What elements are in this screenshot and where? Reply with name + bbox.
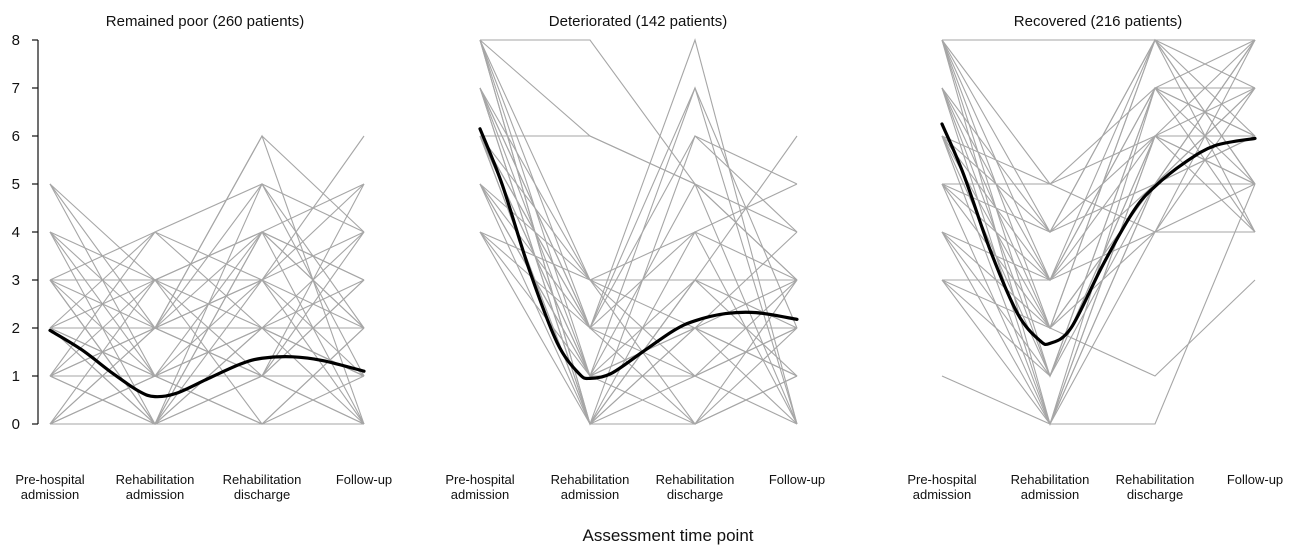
panel-2-x-tick-label-1: Pre-hospital admission bbox=[445, 472, 514, 502]
panel-3-x-tick-label-4: Follow-up bbox=[1227, 472, 1283, 487]
panel-1-patient-line-35 bbox=[49, 327, 365, 425]
x-tick-label-line: Pre-hospital bbox=[15, 472, 84, 487]
panel-3-title: Recovered (216 patients) bbox=[1014, 13, 1182, 30]
x-tick-label-line: Rehabilitation bbox=[656, 472, 735, 487]
x-axis-title: Assessment time point bbox=[582, 526, 753, 545]
x-tick-label-line: Rehabilitation bbox=[116, 472, 195, 487]
x-tick-label-line: discharge bbox=[234, 487, 290, 502]
panel-2-patient-line-19 bbox=[480, 39, 798, 281]
x-tick-label-line: admission bbox=[21, 487, 80, 502]
panel-2-title: Deteriorated (142 patients) bbox=[549, 13, 727, 30]
panel-1-patient-line-17 bbox=[49, 183, 365, 425]
panel-1-patient-line-27 bbox=[49, 375, 364, 425]
y-tick-label-5: 5 bbox=[12, 176, 20, 193]
x-tick-label-line: Rehabilitation bbox=[1011, 472, 1090, 487]
panel-1-x-tick-label-2: Rehabilitation admission bbox=[116, 472, 195, 502]
panel-2-mean-line bbox=[478, 127, 799, 381]
panel-3-patient-line-29 bbox=[941, 39, 1256, 378]
x-tick-label-line: Pre-hospital bbox=[445, 472, 514, 487]
panel-2-patient-line-6 bbox=[479, 87, 798, 425]
x-tick-label-line: discharge bbox=[667, 487, 723, 502]
x-tick-label-line: Rehabilitation bbox=[223, 472, 302, 487]
panel-2-patient-line-17 bbox=[479, 86, 798, 425]
panel-2-patient-line-7 bbox=[479, 87, 798, 426]
panel-2-patient-line-24 bbox=[479, 87, 798, 426]
y-tick-label-4: 4 bbox=[12, 224, 20, 241]
x-tick-label-line: discharge bbox=[1127, 487, 1183, 502]
panel-1-x-tick-label-4: Follow-up bbox=[336, 472, 392, 487]
x-tick-label-line: admission bbox=[1021, 487, 1080, 502]
x-tick-label-line: Follow-up bbox=[769, 472, 825, 487]
y-tick-label-2: 2 bbox=[12, 320, 20, 337]
x-tick-label-line: admission bbox=[561, 487, 620, 502]
x-tick-label-line: admission bbox=[913, 487, 972, 502]
x-tick-label-line: Rehabilitation bbox=[551, 472, 630, 487]
panel-3-x-tick-label-3: Rehabilitation discharge bbox=[1116, 472, 1195, 502]
panel-2-patient-line-28 bbox=[479, 39, 798, 425]
panel-1-patient-line-22 bbox=[50, 183, 365, 425]
panel-3-x-tick-label-1: Pre-hospital admission bbox=[907, 472, 976, 502]
x-tick-label-line: admission bbox=[126, 487, 185, 502]
panel-1-x-tick-label-3: Rehabilitation discharge bbox=[223, 472, 302, 502]
panel-2-x-tick-label-3: Rehabilitation discharge bbox=[656, 472, 735, 502]
panel-3-patient-line-32 bbox=[942, 135, 1255, 185]
panel-1-patient-line-32 bbox=[50, 231, 365, 281]
panel-2-patient-line-30 bbox=[479, 87, 798, 329]
x-tick-label-line: Follow-up bbox=[336, 472, 392, 487]
y-tick-label-1: 1 bbox=[12, 368, 20, 385]
x-tick-label-line: Pre-hospital bbox=[907, 472, 976, 487]
panel-1-patient-line-2 bbox=[49, 183, 365, 425]
x-tick-label-line: admission bbox=[451, 487, 510, 502]
x-tick-label-line: Follow-up bbox=[1227, 472, 1283, 487]
panel-2-patient-line-23 bbox=[479, 39, 798, 377]
x-tick-label-line: Rehabilitation bbox=[1116, 472, 1195, 487]
panel-1-x-tick-label-1: Pre-hospital admission bbox=[15, 472, 84, 502]
y-tick-label-0: 0 bbox=[12, 416, 20, 433]
panel-2-x-tick-label-4: Follow-up bbox=[769, 472, 825, 487]
y-tick-label-7: 7 bbox=[12, 80, 20, 97]
y-tick-label-3: 3 bbox=[12, 272, 20, 289]
panel-2-x-tick-label-2: Rehabilitation admission bbox=[551, 472, 630, 502]
panel-1-mean-line bbox=[48, 328, 366, 399]
panel-3-x-tick-label-2: Rehabilitation admission bbox=[1011, 472, 1090, 502]
panel-1-title: Remained poor (260 patients) bbox=[106, 13, 304, 30]
panel-3-mean-line bbox=[940, 122, 1257, 347]
panel-1-patient-line-24 bbox=[49, 134, 365, 425]
panel-1-patient-line-33 bbox=[50, 375, 365, 425]
y-tick-label-8: 8 bbox=[12, 32, 20, 49]
y-tick-label-6: 6 bbox=[12, 128, 20, 145]
